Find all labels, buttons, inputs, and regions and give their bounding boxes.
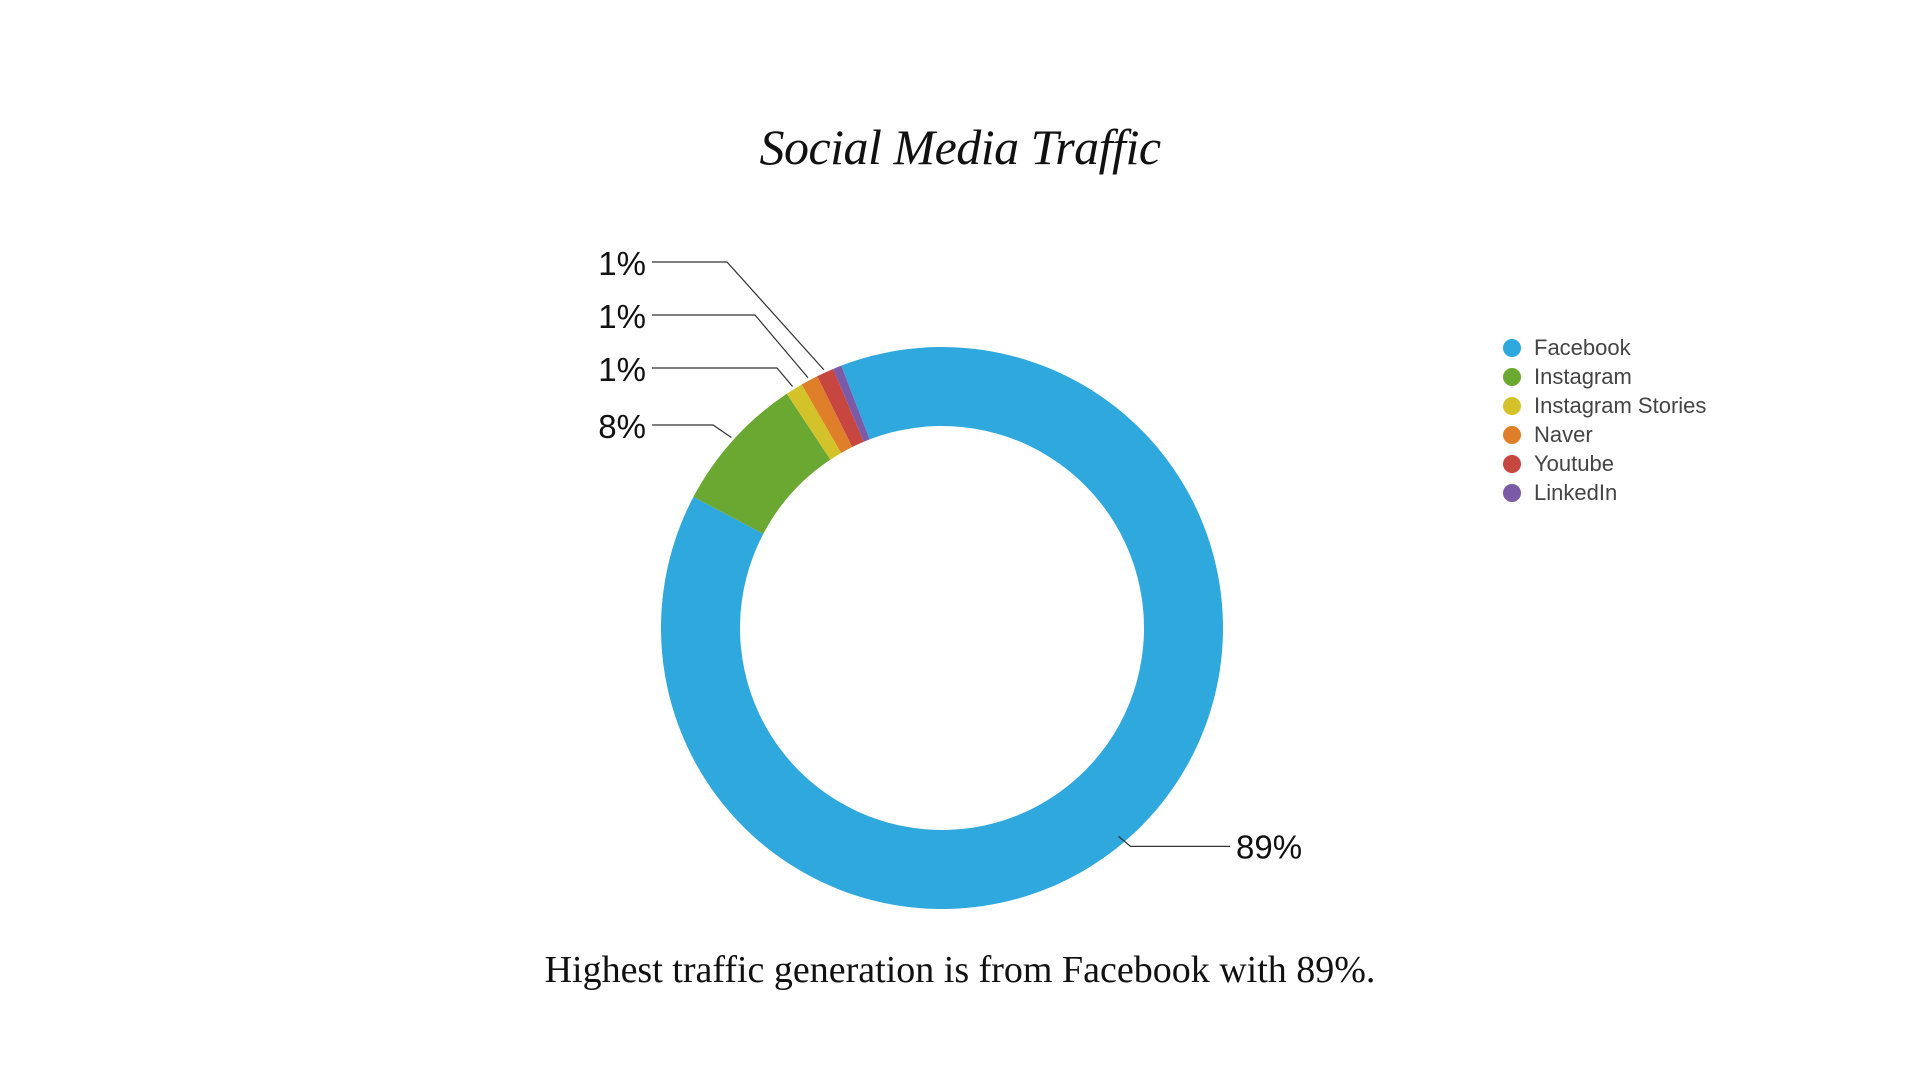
slice-youtube xyxy=(817,368,864,448)
legend-swatch xyxy=(1503,454,1521,473)
legend-swatch xyxy=(1503,425,1521,444)
legend-swatch xyxy=(1503,338,1521,357)
donut-slices xyxy=(661,347,1223,910)
data-label-youtube: 1% xyxy=(598,245,646,282)
legend-item-instagram-stories: Instagram Stories xyxy=(1503,391,1706,420)
legend-swatch xyxy=(1503,367,1521,386)
legend-label: Naver xyxy=(1534,421,1593,447)
legend-item-youtube: Youtube xyxy=(1503,449,1706,478)
slice-linkedin xyxy=(833,365,870,442)
legend-item-linkedin: LinkedIn xyxy=(1503,478,1706,507)
legend-label: Facebook xyxy=(1534,334,1631,360)
legend-item-instagram: Instagram xyxy=(1503,362,1706,391)
slice-naver xyxy=(801,376,853,453)
legend-label: Youtube xyxy=(1534,450,1614,476)
chart-legend: Facebook Instagram Instagram Stories Naver Y… xyxy=(1503,333,1706,507)
leader-line-facebook xyxy=(1118,835,1230,847)
leader-line-youtube xyxy=(652,261,825,371)
slice-instagram xyxy=(693,393,831,534)
legend-swatch xyxy=(1503,396,1521,415)
chart-caption: Highest traffic generation is from Faceb… xyxy=(544,949,1376,991)
leader-line-instagram-stories xyxy=(652,367,794,387)
data-label-instagram: 8% xyxy=(598,408,646,445)
data-label-instagram-stories: 1% xyxy=(598,351,646,388)
slice-instagram-stories xyxy=(786,384,842,460)
chart-title: Social Media Traffic xyxy=(759,119,1161,175)
leader-line-naver xyxy=(652,314,809,379)
legend-item-naver: Naver xyxy=(1503,420,1706,449)
legend-label: Instagram xyxy=(1534,363,1632,389)
label-leader-lines xyxy=(652,261,1230,847)
slice-labels: 89% 8% 1% 1% 1% xyxy=(598,245,1302,865)
data-label-facebook: 89% xyxy=(1236,828,1302,865)
legend-item-facebook: Facebook xyxy=(1503,333,1706,362)
legend-label: LinkedIn xyxy=(1534,479,1618,505)
legend-swatch xyxy=(1503,483,1521,502)
legend-label: Instagram Stories xyxy=(1534,392,1707,418)
data-label-naver: 1% xyxy=(598,298,646,335)
leader-line-instagram xyxy=(652,424,732,438)
